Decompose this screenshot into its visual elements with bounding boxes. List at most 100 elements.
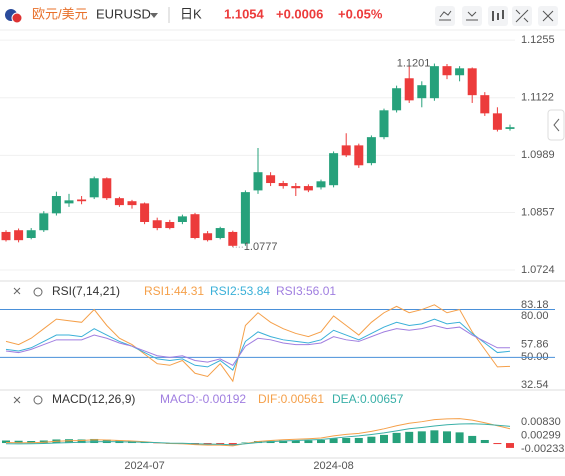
indicator-title: MACD(12,26,9) xyxy=(52,392,135,406)
candle-body xyxy=(14,230,24,241)
candle-body xyxy=(366,137,376,164)
y-tick-label: 83.18 xyxy=(521,299,549,311)
macd-bar xyxy=(39,440,48,444)
icon xyxy=(515,9,529,23)
candle-body xyxy=(417,85,427,99)
candle-body xyxy=(492,113,502,130)
annotation: 1.0777 xyxy=(244,241,278,253)
candle-body xyxy=(505,127,515,129)
macd-bar xyxy=(254,441,262,444)
macd-bar xyxy=(493,443,502,445)
y-tick-label: 57.86 xyxy=(521,339,549,351)
candle-body xyxy=(64,200,74,204)
candle-body xyxy=(467,68,477,96)
y-tick-label: 1.0857 xyxy=(521,206,555,218)
macd-bar xyxy=(14,440,23,444)
candle-body xyxy=(329,153,339,186)
macd-bar xyxy=(443,431,451,444)
icon[interactable] xyxy=(33,287,43,297)
icon xyxy=(439,10,452,21)
dropdown-caret[interactable] xyxy=(150,13,158,18)
icon xyxy=(466,11,478,21)
candle-body xyxy=(177,216,187,222)
candle-body xyxy=(26,230,36,239)
candle-body xyxy=(114,198,124,206)
candle-body xyxy=(455,68,465,76)
y-tick-label: 1.0989 xyxy=(521,149,555,161)
candle-body xyxy=(102,178,112,199)
indicator-line xyxy=(5,304,511,383)
candle-body xyxy=(39,213,49,231)
macd-bar xyxy=(468,435,477,444)
period[interactable]: 日K xyxy=(180,6,202,21)
indicator-line xyxy=(5,423,511,446)
candle-body xyxy=(127,201,137,206)
candle-body xyxy=(152,220,162,229)
legend-entry: DEA:0.00657 xyxy=(332,392,404,406)
candle-body xyxy=(442,66,452,76)
macd-bar xyxy=(342,437,351,444)
legend-entry: RSI2:53.84 xyxy=(210,284,270,298)
candle-body xyxy=(341,145,351,156)
macd-bar xyxy=(417,431,426,444)
icon xyxy=(492,10,504,21)
change: +0.0006 xyxy=(276,6,323,21)
tool-button[interactable] xyxy=(435,6,455,26)
y-tick-label: 1.1122 xyxy=(521,92,554,104)
y-tick-label: 32.54 xyxy=(521,379,549,391)
x-tick-label: 2024-08 xyxy=(313,460,353,472)
candle-body xyxy=(379,110,389,138)
macd-bar xyxy=(430,430,439,444)
candle-body xyxy=(51,196,61,214)
indicator-line xyxy=(5,318,511,371)
macd-bar xyxy=(216,443,225,445)
macd-bar xyxy=(354,437,363,444)
indicator-title: RSI(7,14,21) xyxy=(52,284,120,298)
icon[interactable] xyxy=(13,396,21,404)
icon xyxy=(542,10,554,22)
y-tick-label: -0.00233 xyxy=(521,443,564,455)
macd-bar xyxy=(455,432,464,444)
macd-bar xyxy=(317,439,325,444)
candle-body xyxy=(240,192,250,244)
macd-bar xyxy=(2,440,10,444)
y-tick-label: 0.00299 xyxy=(521,429,561,441)
candle-body xyxy=(190,214,200,239)
candle-body xyxy=(89,178,99,198)
symbol-code[interactable]: EURUSD xyxy=(96,6,151,21)
y-tick-label: 0.00830 xyxy=(521,416,561,428)
macd-bar xyxy=(228,443,237,446)
y-tick-label: 1.0724 xyxy=(521,264,555,276)
macd-bar xyxy=(279,440,288,444)
macd-bar xyxy=(291,440,300,444)
candle-body xyxy=(140,203,150,222)
x-tick-label: 2024-07 xyxy=(124,460,164,472)
candle-body xyxy=(228,231,238,246)
macd-bar xyxy=(392,432,401,444)
macd-bar xyxy=(367,436,376,444)
macd-bar xyxy=(405,431,414,444)
macd-bar xyxy=(241,442,250,444)
symbol-name[interactable]: 欧元/美元 xyxy=(32,6,88,21)
candle-body xyxy=(165,221,175,229)
legend-entry: MACD:-0.00192 xyxy=(160,392,246,406)
price: 1.1054 xyxy=(224,6,265,21)
icon[interactable] xyxy=(13,287,21,295)
legend-entry: RSI1:44.31 xyxy=(144,284,204,298)
icon[interactable] xyxy=(33,395,43,405)
macd-bar xyxy=(480,439,489,444)
legend-entry: RSI3:56.01 xyxy=(276,284,336,298)
side-toggle[interactable] xyxy=(547,109,565,141)
header: 欧元/美元 EURUSD 日K 1.1054 +0.0006 +0.05% xyxy=(0,6,565,31)
candle-body xyxy=(253,172,263,191)
indicator-line xyxy=(5,418,511,447)
candle-body xyxy=(429,66,439,99)
indicator-line xyxy=(5,324,511,366)
candle-body xyxy=(354,145,364,166)
icon xyxy=(553,118,560,132)
candle-body xyxy=(303,186,313,191)
candle-body xyxy=(291,186,301,189)
candle-body xyxy=(266,175,276,184)
